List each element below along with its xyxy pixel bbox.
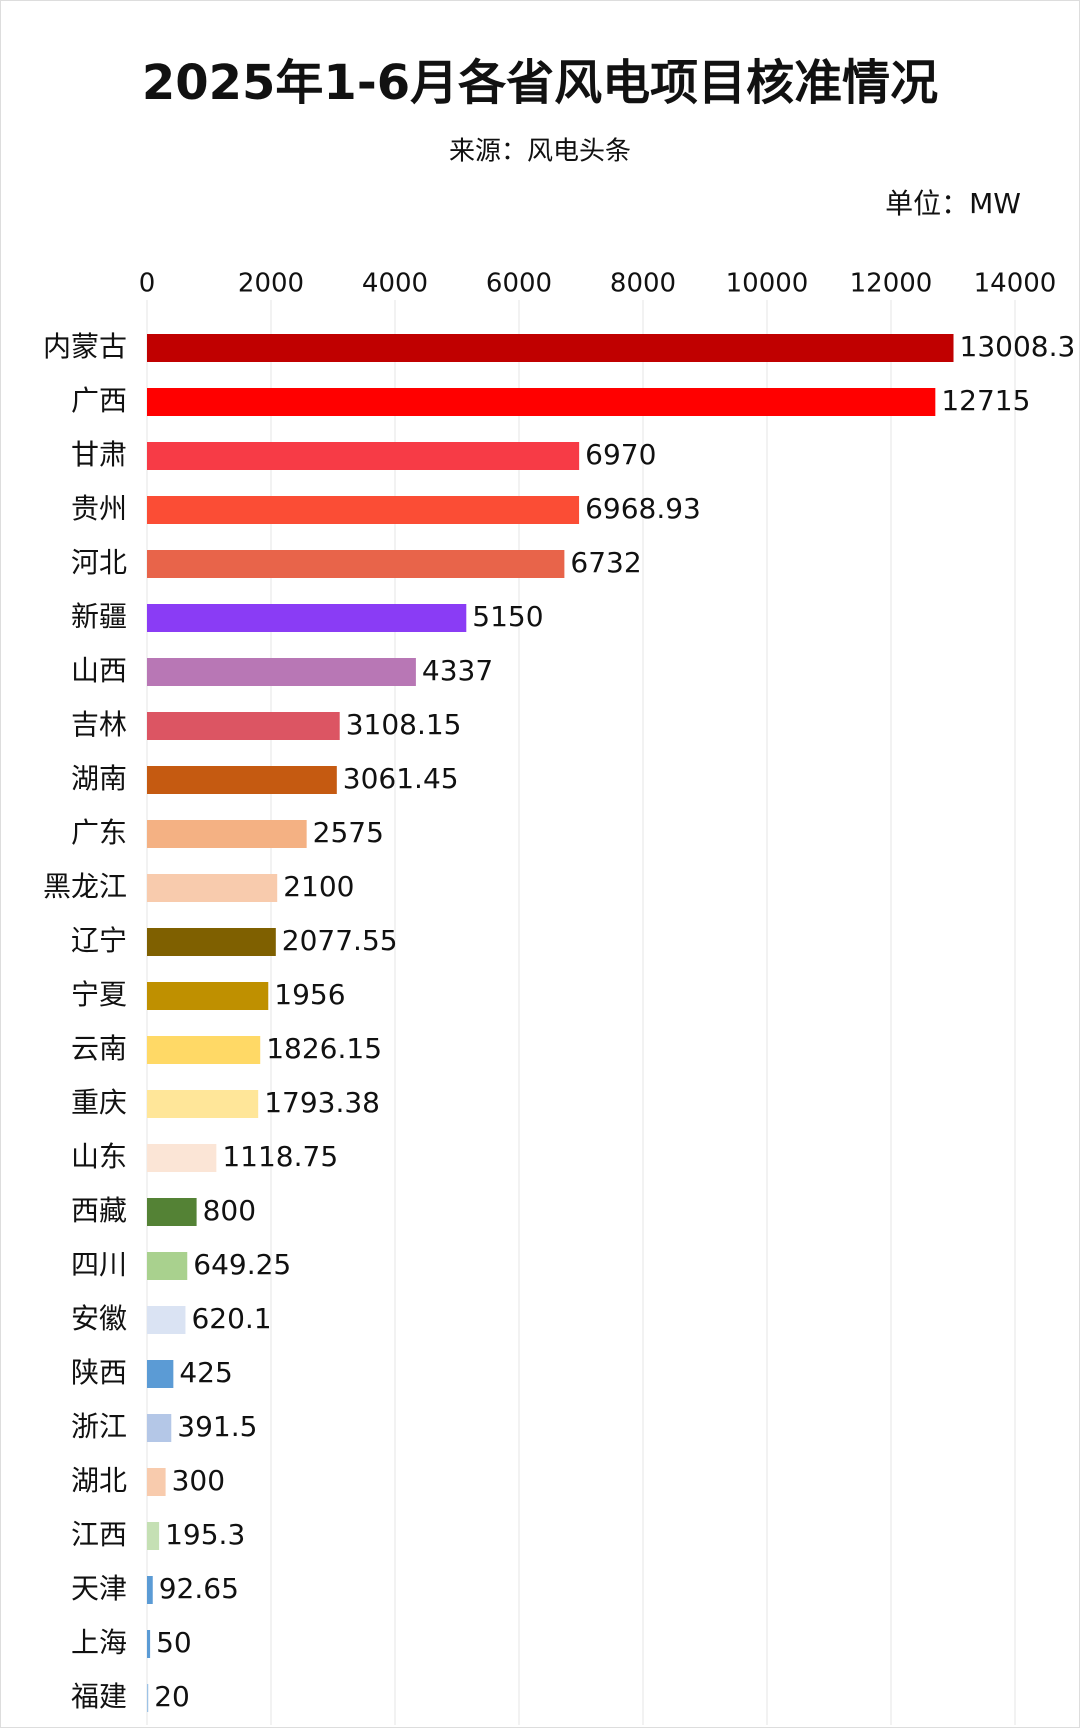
y-tick-label: 安徽 xyxy=(71,1302,127,1335)
bar xyxy=(147,1090,259,1118)
value-label: 20 xyxy=(154,1680,190,1713)
y-tick-label: 江西 xyxy=(71,1518,127,1551)
bar xyxy=(147,1684,149,1712)
y-tick-label: 山西 xyxy=(71,654,127,687)
chart-title: 2025年1-6月各省风电项目核准情况 xyxy=(142,55,938,111)
bar xyxy=(147,550,565,578)
x-tick-label: 14000 xyxy=(974,269,1057,299)
bar xyxy=(147,982,269,1010)
value-label: 12715 xyxy=(941,384,1030,417)
bar xyxy=(147,1198,197,1226)
unit-label: 单位：MW xyxy=(885,187,1021,220)
value-label: 300 xyxy=(172,1464,225,1497)
bar xyxy=(147,766,337,794)
value-label: 3061.45 xyxy=(343,762,459,795)
bar xyxy=(147,1522,160,1550)
y-tick-label: 内蒙古 xyxy=(43,330,127,363)
value-label: 391.5 xyxy=(177,1410,257,1443)
bar xyxy=(147,874,278,902)
bar xyxy=(147,1414,172,1442)
value-label: 13008.3 xyxy=(960,330,1076,363)
value-label: 92.65 xyxy=(159,1572,239,1605)
y-tick-label: 黑龙江 xyxy=(43,870,127,903)
y-tick-label: 新疆 xyxy=(71,600,127,633)
bar xyxy=(147,1144,217,1172)
value-label: 620.1 xyxy=(191,1302,271,1335)
y-tick-label: 重庆 xyxy=(71,1086,127,1119)
value-label: 50 xyxy=(156,1626,192,1659)
value-label: 6968.93 xyxy=(585,492,701,525)
chart-subtitle: 来源：风电头条 xyxy=(449,137,631,167)
y-tick-label: 陕西 xyxy=(71,1356,127,1389)
y-tick-label: 山东 xyxy=(71,1140,127,1173)
bar xyxy=(147,388,936,416)
x-tick-label: 2000 xyxy=(238,269,304,299)
bar xyxy=(147,442,580,470)
value-label: 1956 xyxy=(274,978,345,1011)
y-tick-label: 河北 xyxy=(71,546,127,579)
bar xyxy=(147,1306,186,1334)
x-tick-label: 12000 xyxy=(850,269,933,299)
value-label: 800 xyxy=(203,1194,256,1227)
value-label: 4337 xyxy=(422,654,493,687)
y-tick-label: 福建 xyxy=(71,1680,127,1713)
y-tick-label: 云南 xyxy=(71,1032,127,1065)
bar xyxy=(147,604,467,632)
value-label: 1118.75 xyxy=(222,1140,338,1173)
bar xyxy=(147,496,580,524)
bar xyxy=(147,1468,166,1496)
y-tick-label: 湖北 xyxy=(71,1464,127,1497)
bar xyxy=(147,1036,261,1064)
value-label: 2100 xyxy=(283,870,354,903)
bar xyxy=(147,1360,174,1388)
value-label: 649.25 xyxy=(193,1248,291,1281)
y-tick-label: 甘肃 xyxy=(71,438,127,471)
bar xyxy=(147,1576,153,1604)
y-tick-label: 四川 xyxy=(71,1248,127,1281)
y-tick-label: 天津 xyxy=(71,1572,127,1605)
bar xyxy=(147,1630,151,1658)
y-tick-label: 浙江 xyxy=(71,1410,127,1443)
x-tick-label: 4000 xyxy=(362,269,428,299)
value-label: 2077.55 xyxy=(282,924,398,957)
bar xyxy=(147,820,307,848)
value-label: 5150 xyxy=(472,600,543,633)
y-tick-label: 吉林 xyxy=(71,708,127,741)
y-tick-label: 湖南 xyxy=(71,762,127,795)
bar xyxy=(147,712,340,740)
y-tick-label: 广西 xyxy=(71,384,127,417)
bar xyxy=(147,658,416,686)
value-label: 6732 xyxy=(570,546,641,579)
y-tick-label: 西藏 xyxy=(71,1194,127,1227)
y-tick-label: 辽宁 xyxy=(71,924,127,957)
y-tick-label: 宁夏 xyxy=(71,978,127,1011)
value-label: 1793.38 xyxy=(264,1086,380,1119)
bar xyxy=(147,334,954,362)
value-label: 425 xyxy=(179,1356,232,1389)
value-label: 195.3 xyxy=(165,1518,245,1551)
x-tick-label: 6000 xyxy=(486,269,552,299)
y-tick-label: 广东 xyxy=(71,816,127,849)
x-tick-label: 8000 xyxy=(610,269,676,299)
x-tick-label: 10000 xyxy=(726,269,809,299)
bar xyxy=(147,1252,188,1280)
y-tick-label: 上海 xyxy=(71,1626,127,1659)
y-tick-label: 贵州 xyxy=(71,492,127,525)
value-label: 3108.15 xyxy=(346,708,462,741)
value-label: 2575 xyxy=(313,816,384,849)
value-label: 6970 xyxy=(585,438,656,471)
bar xyxy=(147,928,276,956)
x-tick-label: 0 xyxy=(139,269,156,299)
value-label: 1826.15 xyxy=(266,1032,382,1065)
